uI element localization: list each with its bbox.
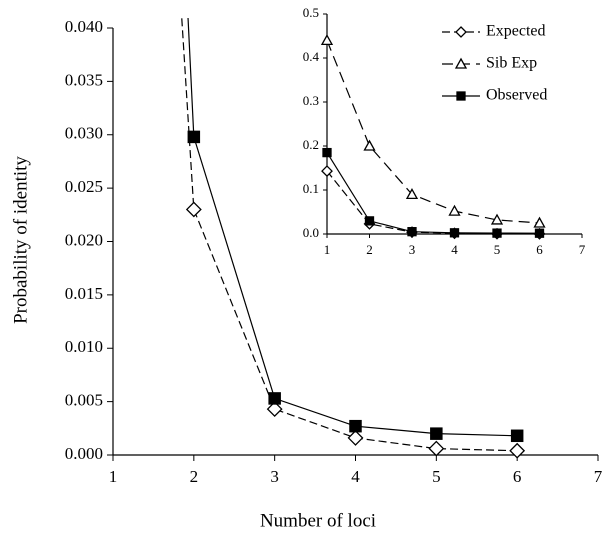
y-tick-label: 0.2 (303, 137, 319, 152)
marker (407, 227, 417, 237)
marker (347, 430, 364, 446)
y-tick-label: 0.040 (65, 17, 103, 36)
x-tick-label: 5 (432, 467, 441, 486)
series-line (181, 18, 518, 452)
series-line (187, 18, 518, 437)
x-tick-label: 1 (324, 242, 331, 257)
marker (266, 401, 283, 418)
x-tick-label: 4 (351, 467, 360, 486)
marker (428, 440, 445, 457)
marker (509, 442, 526, 459)
marker (349, 419, 362, 433)
x-tick-label: 7 (594, 467, 603, 486)
series-line (326, 40, 540, 224)
y-tick-label: 0.4 (303, 49, 320, 64)
x-tick-label: 5 (494, 242, 501, 257)
legend-marker (455, 26, 467, 38)
y-tick-label: 0.025 (65, 177, 103, 196)
y-tick-label: 0.5 (303, 5, 319, 20)
plot-area (320, 34, 546, 240)
marker (448, 204, 461, 216)
x-tick-label: 1 (109, 467, 118, 486)
x-axis-label: Number of loci (260, 510, 376, 531)
legend-label: Expected (486, 23, 546, 40)
marker (510, 429, 524, 443)
y-tick-label: 0.3 (303, 93, 319, 108)
y-tick-label: 0.1 (303, 181, 319, 196)
x-tick-label: 3 (409, 242, 416, 257)
y-tick-label: 0.035 (65, 70, 103, 89)
marker (449, 228, 460, 238)
y-tick-label: 0.005 (65, 391, 103, 410)
x-tick-label: 3 (270, 467, 279, 486)
legend-label: Observed (486, 87, 547, 104)
x-tick-label: 4 (451, 242, 458, 257)
x-tick-label: 2 (366, 242, 373, 257)
marker (430, 427, 443, 440)
x-tick-label: 6 (536, 242, 543, 257)
y-axis-label: Probability of identity (10, 156, 31, 324)
x-tick-label: 6 (513, 467, 522, 486)
marker (533, 216, 546, 228)
y-tick-label: 0.000 (65, 444, 103, 463)
marker (185, 201, 202, 218)
y-tick-label: 0.015 (65, 284, 103, 303)
x-tick-label: 7 (579, 242, 586, 257)
y-tick-label: 0.0 (303, 225, 319, 240)
marker (187, 130, 201, 144)
marker (320, 34, 334, 46)
marker (492, 228, 502, 238)
legend-marker (456, 91, 466, 101)
x-tick-label: 2 (190, 467, 199, 486)
legend-label: Sib Exp (486, 55, 537, 72)
y-tick-label: 0.030 (65, 124, 103, 143)
marker (363, 139, 376, 151)
legend-marker (454, 57, 468, 69)
plot-area (181, 18, 526, 459)
marker (322, 147, 332, 158)
marker (321, 165, 333, 177)
marker (268, 392, 281, 405)
y-tick-label: 0.020 (65, 230, 103, 249)
series-line (326, 152, 540, 234)
marker (364, 216, 375, 226)
marker (405, 188, 419, 200)
y-tick-label: 0.010 (65, 337, 103, 356)
marker (534, 228, 545, 238)
marker (490, 213, 504, 225)
